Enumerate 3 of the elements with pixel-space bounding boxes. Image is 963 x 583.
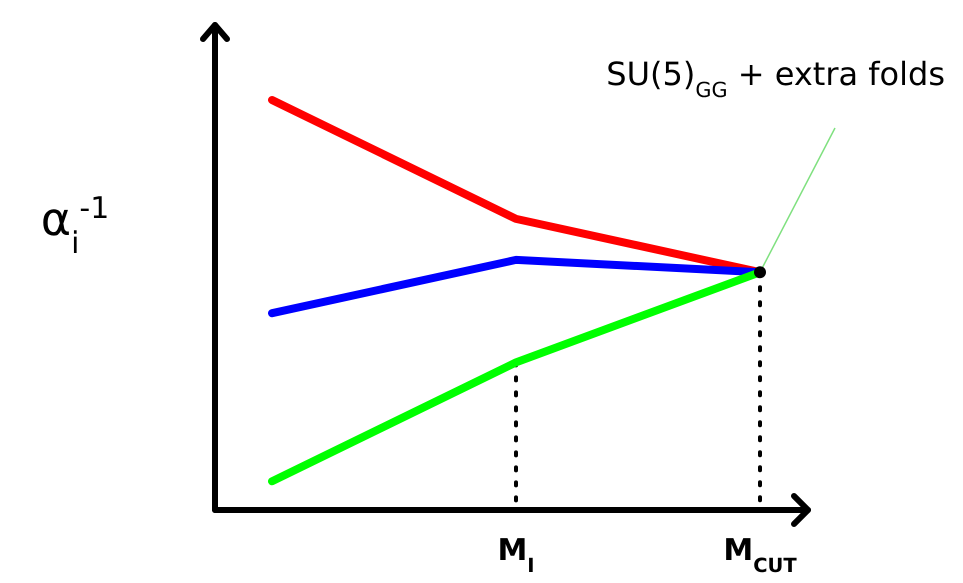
annotation: SU(5)$_{GG}$ + extra folds (606, 55, 945, 102)
x-tick-label: M$_{CUT}$ (723, 533, 798, 576)
x-tick-label: M$_{I}$ (497, 533, 535, 576)
